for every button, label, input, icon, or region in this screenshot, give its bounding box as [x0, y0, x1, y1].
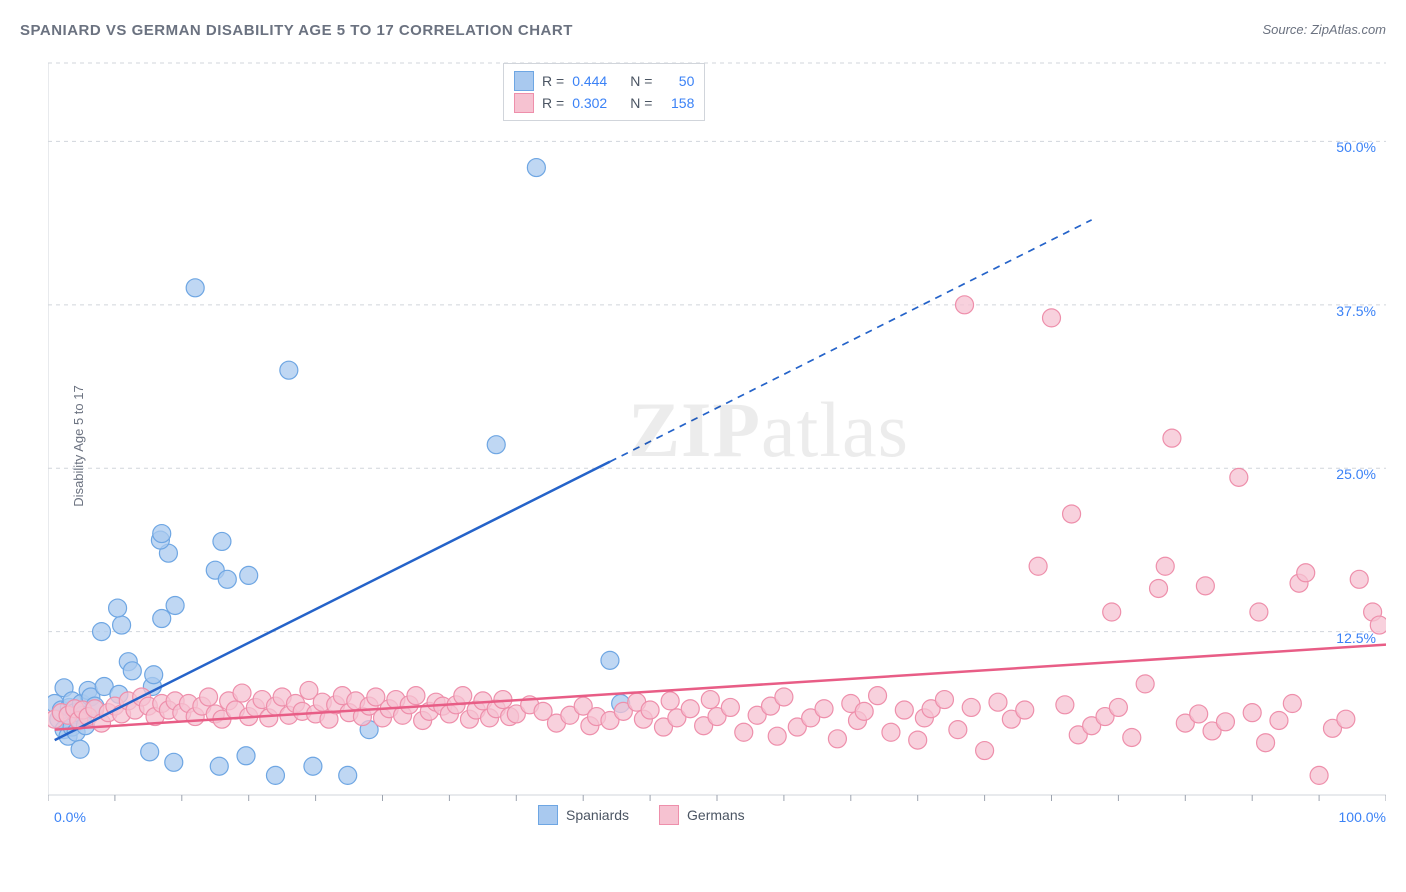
chart-container: ZIPatlas R =0.444N =50R =0.302N =158 12.… — [48, 55, 1386, 825]
y-tick-label-3: 50.0% — [1336, 139, 1376, 155]
chart-title: SPANIARD VS GERMAN DISABILITY AGE 5 TO 1… — [20, 22, 573, 39]
source-attribution: Source: ZipAtlas.com — [1262, 22, 1386, 37]
series-legend-item: Germans — [659, 805, 745, 825]
x-max-label: 100.0% — [1339, 809, 1386, 825]
legend-row: R =0.444N =50 — [514, 70, 694, 92]
series-legend-label: Germans — [687, 807, 745, 823]
y-tick-label-2: 37.5% — [1336, 303, 1376, 319]
legend-swatch — [514, 93, 534, 113]
legend-row: R =0.302N =158 — [514, 92, 694, 114]
x-min-label: 0.0% — [54, 809, 86, 825]
scatter-chart — [48, 55, 1386, 825]
series-legend: Spaniards Germans — [538, 805, 745, 825]
y-tick-label-1: 25.0% — [1336, 466, 1376, 482]
legend-swatch — [659, 805, 679, 825]
series-legend-item: Spaniards — [538, 805, 629, 825]
y-tick-label-0: 12.5% — [1336, 630, 1376, 646]
legend-swatch — [538, 805, 558, 825]
correlation-legend: R =0.444N =50R =0.302N =158 — [503, 63, 705, 121]
series-legend-label: Spaniards — [566, 807, 629, 823]
legend-swatch — [514, 71, 534, 91]
